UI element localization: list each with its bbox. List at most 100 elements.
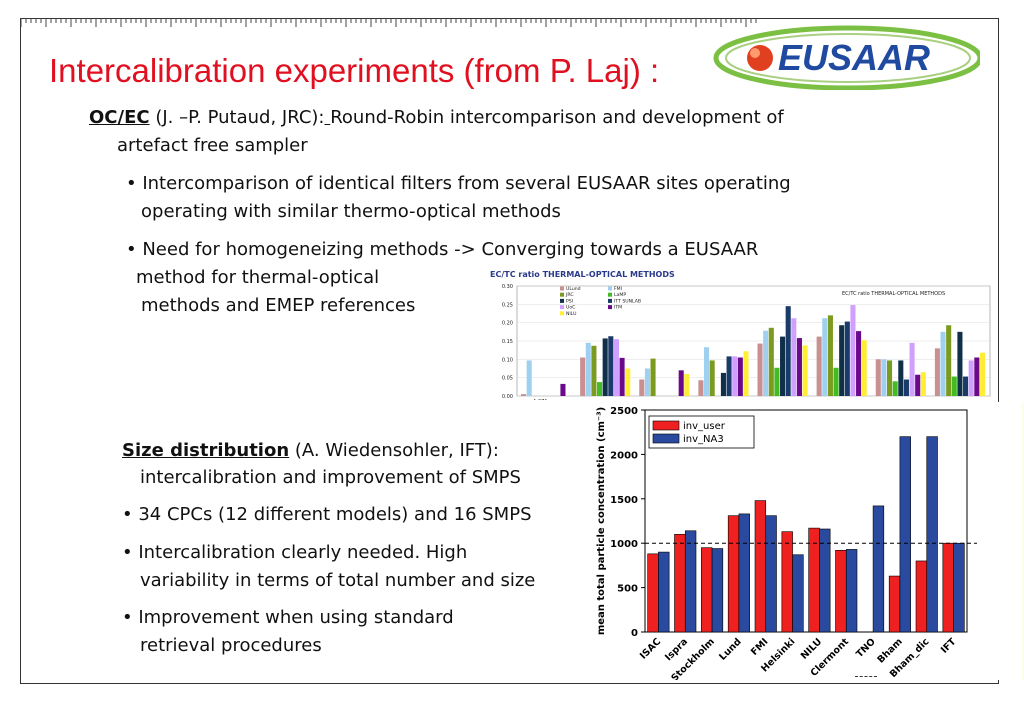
- chart1-bar: [774, 367, 780, 396]
- ocec-bullet1-line1: • Intercomparison of identical filters f…: [126, 173, 791, 194]
- chart1-bar: [757, 343, 763, 396]
- chart2-bar: [738, 513, 750, 633]
- chart1-bar: [585, 342, 591, 396]
- chart1-legend-swatch: [608, 298, 612, 303]
- chart2-bar: [674, 534, 686, 633]
- chart1-legend-label: ITM: [614, 305, 622, 311]
- chart1-bar: [678, 370, 684, 396]
- chart2-xtick-label: TNO: [854, 636, 878, 660]
- chart2-bar: [727, 515, 740, 633]
- chart1-bar: [963, 376, 969, 396]
- chart1-bar: [898, 360, 904, 396]
- chart1-bar: [903, 379, 909, 396]
- chart1-legend-label: UoC: [566, 305, 575, 311]
- slide-title: Intercalibration experiments (from P. La…: [49, 52, 660, 89]
- ocec-bullet1-line2: operating with similar thermo-optical me…: [141, 201, 561, 222]
- chart1-ytick-label: 0.25: [502, 302, 513, 308]
- ocec-bullet2-line3: methods and EMEP references: [141, 295, 416, 316]
- chart1-legend-swatch: [560, 311, 564, 316]
- chart1-legend-swatch: [560, 286, 564, 291]
- chart1-bar: [639, 379, 645, 396]
- chart2-bar: [888, 575, 901, 633]
- chart1-legend-label: JRC: [565, 292, 574, 298]
- chart2-xtick-label: FMI: [749, 636, 771, 658]
- chart2-xtick-label: IFT: [939, 636, 959, 656]
- chart2-bar: [765, 515, 777, 633]
- ocec-heading: OC/EC: [89, 107, 150, 128]
- chart2-ytick-label: 2000: [610, 450, 638, 461]
- chart2-bar: [953, 542, 965, 633]
- chart1-bar: [909, 342, 915, 396]
- chart1-legend-swatch: [608, 292, 612, 297]
- chart2-ytick-label: 1500: [610, 495, 638, 506]
- chart1-bar: [732, 356, 738, 396]
- chart1-bar: [644, 368, 650, 396]
- chart1-inner-title: EC/TC ratio THERMAL-OPTICAL METHODS: [842, 291, 945, 297]
- chart2-legend-label: inv_NA3: [683, 434, 724, 445]
- chart1-legend-label: ITT SUNLAB: [614, 298, 641, 304]
- chart1-bar: [875, 359, 881, 396]
- chart1-bar: [560, 383, 566, 396]
- chart1-bar: [726, 356, 732, 396]
- chart1-ytick-label: 0.30: [502, 284, 513, 290]
- chart2-bar: [684, 530, 697, 633]
- size-heading: Size distribution: [122, 440, 290, 461]
- chart1-bar: [743, 351, 749, 396]
- chart2-bar: [781, 531, 793, 633]
- chart1-bar: [833, 367, 839, 396]
- size-bullet3-line2: retrieval procedures: [140, 635, 322, 656]
- chart1-bar: [791, 318, 797, 396]
- chart1-bar: [957, 331, 963, 396]
- chart1-ytick-label: 0.05: [502, 376, 513, 382]
- chart1-ytick-label: 0.10: [502, 357, 513, 363]
- chart1-bar: [968, 360, 974, 396]
- chart1-bar: [698, 380, 704, 396]
- slide-frame: [20, 18, 999, 684]
- chart1-legend-swatch: [560, 298, 564, 303]
- chart1-title: EC/TC ratio THERMAL-OPTICAL METHODS: [490, 270, 675, 279]
- chart1-bar: [915, 374, 921, 396]
- chart2-legend-label: inv_user: [683, 421, 726, 432]
- chart2-ylabel: mean total particle concentration (cm⁻³): [596, 407, 607, 635]
- logo-text: EUSAAR: [778, 37, 930, 78]
- chart1-legend-swatch: [560, 292, 564, 297]
- chart1-bar: [844, 321, 850, 396]
- chart1-bar: [768, 327, 774, 396]
- chart2-xtick-label: ISAC: [638, 636, 663, 661]
- chart2-bar: [711, 548, 724, 633]
- chart1-legend-label: ULund: [566, 286, 581, 292]
- size-bullet2-line1: • Intercalibration clearly needed. High: [122, 542, 468, 563]
- chart1-bar: [892, 381, 898, 396]
- size-bullet1: • 34 CPCs (12 different models) and 16 S…: [122, 504, 532, 525]
- chart1-bar: [613, 339, 619, 396]
- chart2-bar: [835, 550, 847, 633]
- size-line2: intercalibration and improvement of SMPS: [140, 467, 521, 488]
- chart1-bar: [839, 325, 845, 396]
- chart2-bar: [845, 549, 858, 633]
- chart1-bar: [684, 374, 690, 396]
- chart1-ytick-label: 0.00: [502, 394, 513, 400]
- chart1-bar: [920, 372, 926, 396]
- chart2-bar: [819, 528, 831, 633]
- ocec-bullet2-line1: • Need for homogeneizing methods -> Conv…: [126, 239, 759, 260]
- chart1-bar: [974, 357, 980, 396]
- chart1-bar: [979, 352, 985, 396]
- chart2-xtick-label: Lund: [717, 636, 743, 662]
- chart1-bar: [709, 360, 715, 396]
- chart2-bar: [792, 554, 804, 633]
- chart1-bar: [887, 360, 893, 396]
- chart1-bar: [951, 376, 957, 396]
- size-authors: (A. Wiedensohler, IFT):: [289, 440, 499, 461]
- chart1-bar: [526, 360, 532, 396]
- chart2-bar: [658, 551, 670, 633]
- chart1-bar: [861, 340, 867, 396]
- ocec-line1: OC/EC (J. –P. Putaud, JRC): Round-Robin …: [89, 106, 784, 130]
- chart1-ytick-label: 0.20: [502, 321, 513, 327]
- chart1-bar: [785, 306, 791, 396]
- chart2-ytick-label: 1000: [610, 539, 638, 550]
- chart1-bar: [881, 359, 887, 396]
- chart1-legend-label: FMI: [614, 286, 622, 292]
- chart1-legend-swatch: [608, 305, 612, 310]
- chart2-bar: [872, 505, 885, 633]
